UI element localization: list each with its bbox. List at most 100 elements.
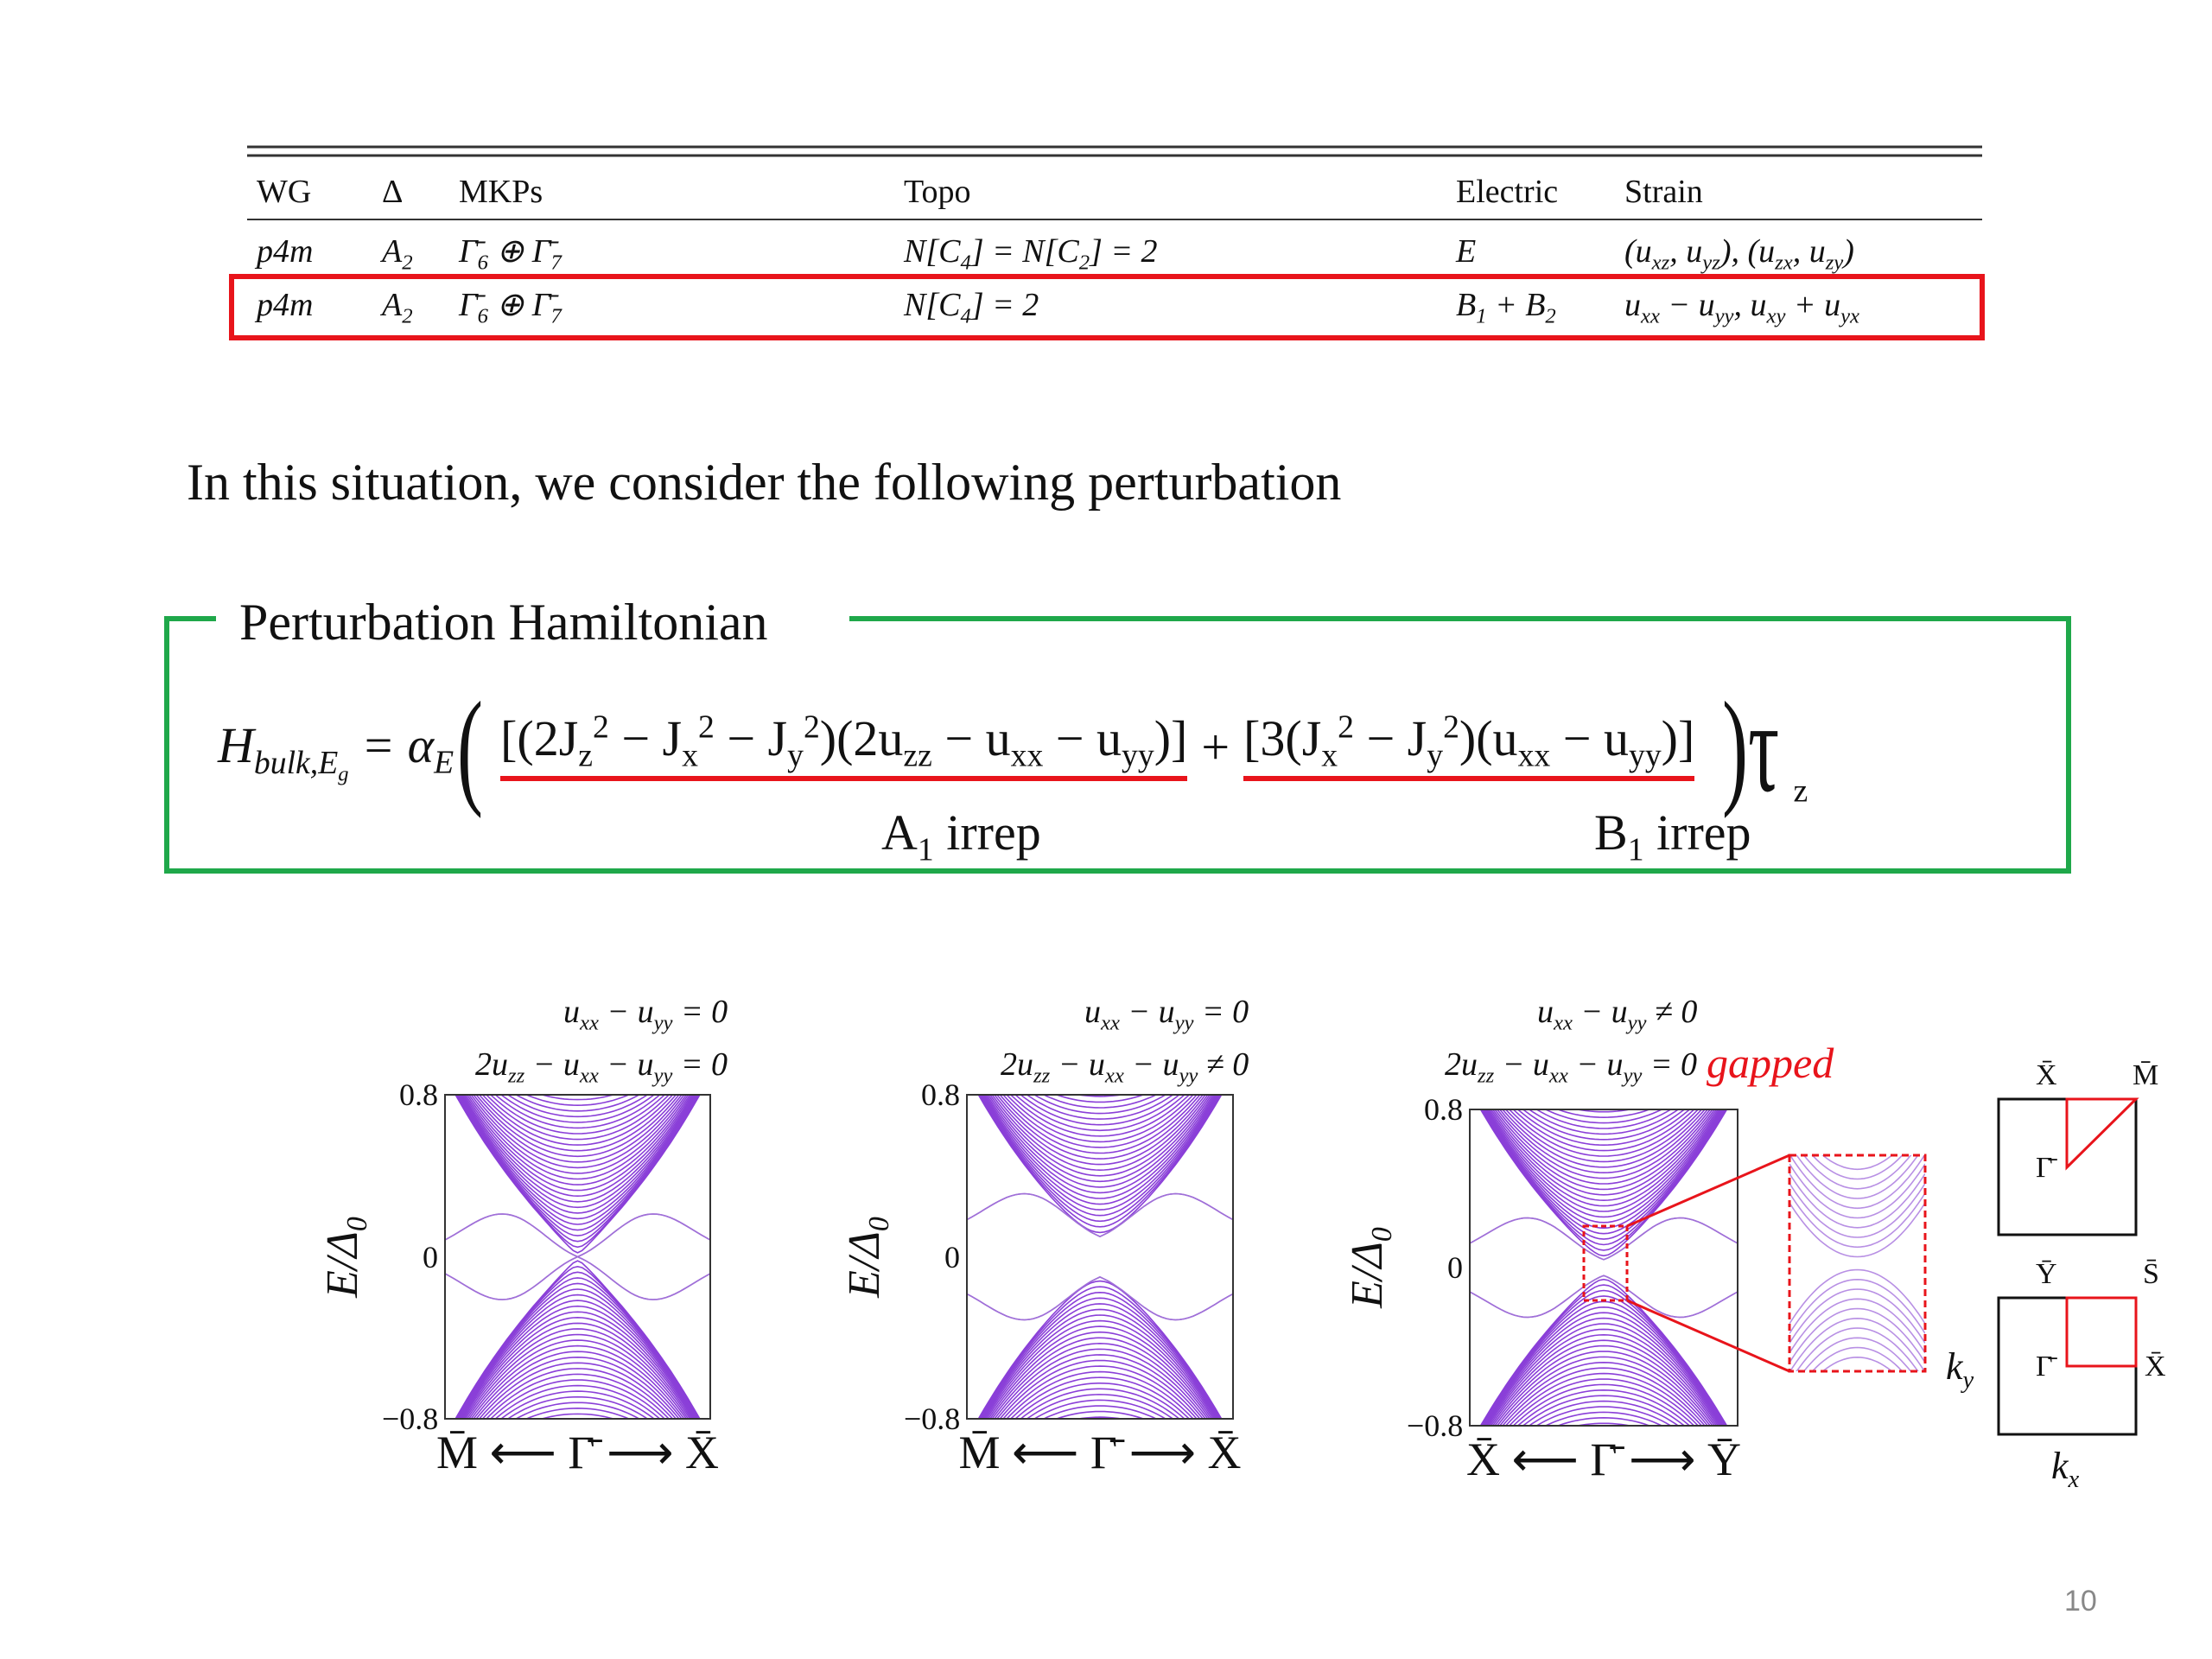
band (1481, 1109, 1726, 1240)
band (1811, 1346, 1904, 1371)
band (1482, 1306, 1726, 1426)
band (1496, 1109, 1712, 1179)
band (1512, 1383, 1695, 1426)
x-axis-label: X̄ ⟵ Γ̄ ⟶ Ȳ (1466, 1433, 1742, 1485)
band (995, 1095, 1205, 1160)
plot-frame (966, 1094, 1234, 1420)
table-header: Strain (1624, 174, 1703, 210)
table-cell: N[C4] = 2 (904, 287, 1039, 328)
plot-condition: uxx − uyy = 0 (563, 994, 728, 1035)
bz-label: S̄ (2143, 1258, 2159, 1290)
band (1789, 1307, 1925, 1363)
formula-lhs: Hbulk,Eg = αE (218, 716, 454, 786)
band (1481, 1109, 1726, 1235)
band (985, 1095, 1215, 1188)
band (988, 1337, 1211, 1419)
band (456, 1288, 699, 1419)
band (1484, 1317, 1723, 1426)
band (1789, 1192, 1925, 1249)
inset-frame (1788, 1154, 1927, 1373)
band (524, 1095, 631, 1107)
x-axis-label: M̄ ⟵ Γ̄ ⟶ X̄ (436, 1427, 720, 1478)
band (988, 1095, 1211, 1177)
bz-path (2065, 1097, 2139, 1171)
band (978, 1291, 1222, 1419)
plot-condition: uxx − uyy = 0 (1084, 994, 1249, 1035)
band (514, 1402, 641, 1419)
band (506, 1095, 649, 1118)
band (1482, 1109, 1726, 1230)
table-cell: (uxz, uyz), (uzx, uzy) (1624, 233, 1854, 275)
zoom-line (1626, 1154, 1790, 1228)
band (485, 1095, 671, 1141)
band (991, 1342, 1209, 1419)
table-header: MKPs (459, 174, 543, 210)
zoom-box (1582, 1224, 1629, 1302)
band (999, 1359, 1201, 1419)
band (1574, 1422, 1633, 1426)
band (1811, 1155, 1904, 1180)
band (982, 1308, 1218, 1419)
plot-condition: 2uzz − uxx − uyy = 0 (1445, 1046, 1698, 1088)
band (1789, 1202, 1925, 1258)
band (475, 1095, 680, 1158)
band (524, 1407, 631, 1419)
bz-label: Γ̄ (2036, 1152, 2053, 1184)
band (1504, 1372, 1703, 1426)
band (466, 1333, 690, 1419)
edge-state (445, 1213, 710, 1258)
band (985, 1325, 1215, 1419)
plot-condition: 2uzz − uxx − uyy ≠ 0 (1001, 1046, 1249, 1088)
band (460, 1095, 696, 1203)
band (984, 1095, 1216, 1194)
y-tick-label: 0.8 (1424, 1092, 1463, 1127)
band (982, 1095, 1217, 1199)
table-cell: A2 (382, 233, 413, 275)
band (1483, 1312, 1725, 1426)
table-cell: A2 (382, 287, 413, 328)
formula-term2: [3(Jx2 − Jy2)(uxx − uyy)] (1243, 711, 1695, 781)
band (984, 1319, 1216, 1419)
band (1544, 1411, 1663, 1426)
y-tick-label: −0.8 (1407, 1408, 1464, 1443)
band (478, 1362, 677, 1419)
band (1014, 1382, 1186, 1419)
band (475, 1356, 680, 1419)
table-header: Electric (1456, 174, 1559, 210)
band (455, 1282, 700, 1419)
table-header: Topo (904, 174, 971, 210)
band (980, 1095, 1220, 1211)
band (978, 1095, 1222, 1228)
band (460, 1311, 696, 1419)
band (1490, 1339, 1718, 1426)
band (1002, 1365, 1198, 1419)
edge-state (1470, 1217, 1738, 1261)
band (1006, 1095, 1194, 1143)
band (1484, 1109, 1723, 1218)
band (979, 1095, 1221, 1217)
band (1033, 1095, 1167, 1115)
band (489, 1095, 666, 1135)
band (1821, 1155, 1893, 1171)
band (987, 1095, 1213, 1183)
band (1074, 1416, 1126, 1419)
band (1488, 1109, 1719, 1202)
band (494, 1384, 661, 1419)
band (978, 1286, 1222, 1419)
band (1483, 1109, 1725, 1224)
band (1516, 1109, 1691, 1147)
band (1796, 1327, 1919, 1371)
band (1496, 1356, 1712, 1426)
band (462, 1322, 693, 1419)
band (461, 1095, 694, 1198)
band (1502, 1109, 1706, 1168)
band (454, 1095, 701, 1254)
band (456, 1095, 699, 1225)
band (1535, 1406, 1673, 1426)
band (1485, 1109, 1722, 1212)
band (470, 1095, 685, 1169)
band (485, 1373, 671, 1419)
band (455, 1095, 700, 1231)
plot-frame (1469, 1109, 1738, 1427)
